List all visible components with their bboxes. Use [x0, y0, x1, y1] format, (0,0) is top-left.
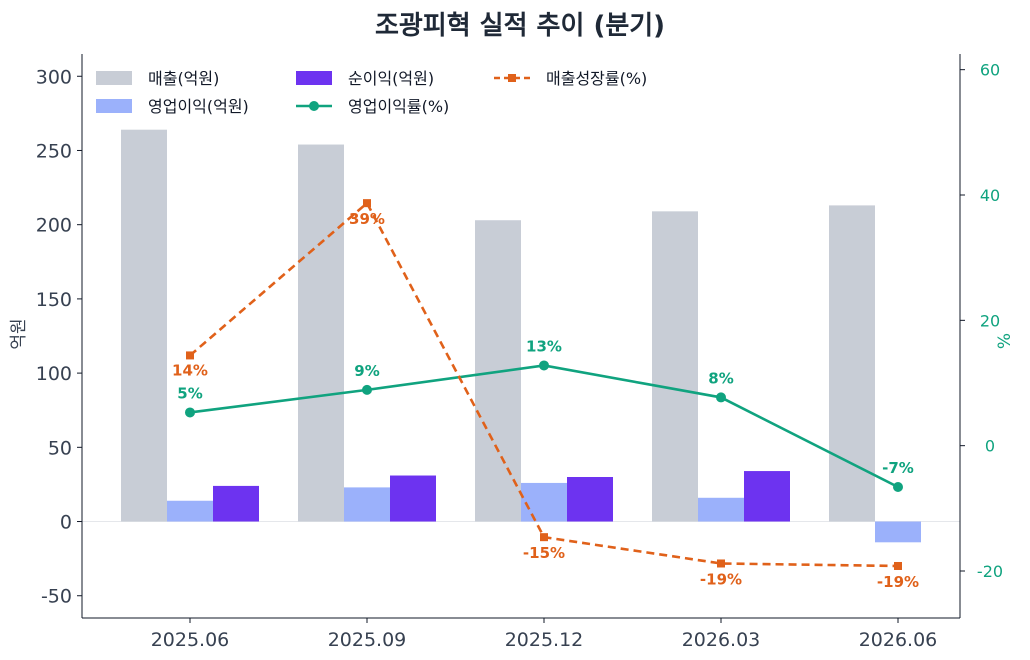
point-1-2026.06	[893, 482, 903, 493]
data-label-2-2025.12: -15%	[523, 544, 565, 562]
y2-tick-label: 20	[980, 311, 1000, 330]
legend-swatch-2	[96, 99, 132, 113]
bar-3-2025.09	[390, 475, 436, 522]
legend-label-1: 매출(억원)	[148, 69, 219, 88]
point-1-2026.03	[716, 392, 726, 403]
y2-tick-label: -20	[977, 562, 1003, 581]
bar-3-2025.06	[213, 485, 259, 522]
y-tick-label: 100	[36, 363, 72, 385]
data-label-1-2025.12: 13%	[526, 337, 562, 355]
data-label-2-2026.06: -19%	[877, 573, 919, 591]
legend-swatch-1	[96, 71, 132, 85]
chart-title: 조광피혁 실적 추이 (분기)	[375, 11, 665, 41]
y-tick-label: -50	[41, 586, 72, 608]
y2-tick-label: 40	[980, 186, 1000, 205]
point-2-2025.09	[363, 199, 371, 208]
bar-1-2026.03	[652, 211, 698, 522]
y2-tick-label: 0	[985, 437, 995, 456]
point-2-2025.06	[186, 351, 194, 360]
bar-2-2025.09	[344, 487, 390, 522]
bar-2-2025.12	[521, 482, 567, 522]
point-2-2026.03	[717, 559, 725, 568]
data-label-1-2025.09: 9%	[354, 362, 379, 380]
data-label-1-2026.03: 8%	[708, 369, 733, 387]
bar-3-2026.03	[744, 471, 790, 522]
legend-label-2: 영업이익(억원)	[148, 97, 249, 116]
y-tick-label: 300	[36, 66, 72, 88]
y-tick-label: 200	[36, 215, 72, 237]
y2-axis-label: %	[995, 333, 1015, 349]
point-1-2025.12	[539, 360, 549, 371]
y-tick-label: 250	[36, 140, 72, 162]
bar-1-2025.09	[298, 144, 344, 522]
legend-label-3: 순이익(억원)	[348, 69, 434, 88]
plot-area: -50 0 50 100 150 200 250 300 -20 0 20 40 60 2025.06 20…	[9, 54, 1015, 651]
bar-2-2026.06	[875, 521, 921, 543]
y-axis-label: 억원	[9, 318, 29, 349]
data-label-1-2025.06: 5%	[177, 384, 202, 402]
data-label-1-2026.06: -7%	[882, 459, 914, 477]
x-tick-label: 2025.12	[505, 629, 584, 651]
point-2-2025.12	[540, 533, 548, 542]
data-label-2-2026.03: -19%	[700, 570, 742, 588]
y2-tick-label: 60	[980, 61, 1000, 80]
y-tick-label: 0	[60, 512, 72, 534]
legend-label-5: 매출성장률(%)	[546, 69, 647, 88]
x-tick-label: 2026.06	[859, 629, 938, 651]
legend-marker-5	[508, 74, 516, 82]
x-tick-label: 2025.06	[151, 629, 230, 651]
bar-1-2026.06	[829, 205, 875, 522]
line-1	[189, 364, 899, 489]
legend: 매출(억원) 영업이익(억원) 순이익(억원) 영업이익률(%) 매출성장률(%)	[96, 69, 647, 116]
bar-2-2026.03	[698, 497, 744, 522]
data-label-2-2025.09: 39%	[349, 210, 385, 228]
point-1-2025.09	[362, 384, 372, 395]
y-tick-label: 50	[48, 437, 72, 459]
point-2-2026.06	[894, 561, 902, 570]
bar-2-2025.06	[167, 500, 213, 522]
bar-3-2025.12	[567, 477, 613, 522]
x-tick-label: 2025.09	[328, 629, 407, 651]
legend-swatch-3	[296, 71, 332, 85]
legend-marker-4	[309, 101, 319, 111]
legend-label-4: 영업이익률(%)	[348, 97, 449, 116]
y-tick-label: 150	[36, 289, 72, 311]
bar-1-2025.06	[121, 129, 167, 522]
x-tick-label: 2026.03	[682, 629, 761, 651]
data-label-2-2025.06: 14%	[172, 361, 208, 379]
point-1-2025.06	[185, 407, 195, 418]
